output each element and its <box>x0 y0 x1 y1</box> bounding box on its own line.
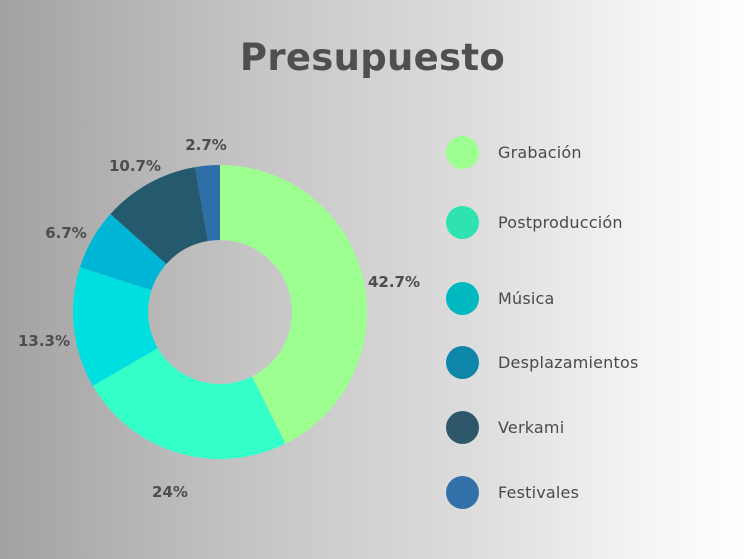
legend-label: Desplazamientos <box>498 352 639 372</box>
donut-slice-5 <box>110 167 208 265</box>
slice-label-2: 24% <box>152 483 188 501</box>
legend-swatch <box>446 410 479 444</box>
slice-label-3: 13.3% <box>18 332 70 350</box>
legend-item-5: Verkami <box>446 410 564 444</box>
legend-swatch <box>446 135 479 169</box>
chart-title: Presupuesto <box>239 36 506 79</box>
donut-slice-4 <box>79 214 167 291</box>
legend-item-2: Postproducción <box>446 205 623 239</box>
legend-label: Verkami <box>498 417 565 437</box>
donut-slices <box>73 165 367 460</box>
legend-swatch <box>446 205 479 239</box>
slice-label-4: 6.7% <box>45 224 87 242</box>
donut-labels: 42.7% 24% 13.3% 6.7% 10.7% 2.7% <box>18 136 420 501</box>
legend-swatch <box>446 281 479 315</box>
legend-swatch <box>446 475 479 509</box>
slice-label-5: 10.7% <box>109 157 161 175</box>
legend-label: Grabación <box>498 142 582 162</box>
slice-label-1: 42.7% <box>368 273 420 291</box>
legend-item-3: Música <box>446 281 555 315</box>
legend-label: Festivales <box>498 482 580 502</box>
legend-item-6: Festivales <box>446 475 579 509</box>
legend-item-4: Desplazamientos <box>446 345 639 379</box>
donut-slice-6 <box>195 165 220 242</box>
legend-item-1: Grabación <box>446 135 582 169</box>
donut-slice-2 <box>92 348 286 460</box>
donut-slice-3 <box>73 267 158 386</box>
legend-swatch <box>446 345 479 379</box>
legend-label: Postproducción <box>498 212 623 232</box>
donut-slice-1 <box>220 165 367 444</box>
legend-label: Música <box>498 288 555 308</box>
slice-label-6: 2.7% <box>185 136 227 154</box>
